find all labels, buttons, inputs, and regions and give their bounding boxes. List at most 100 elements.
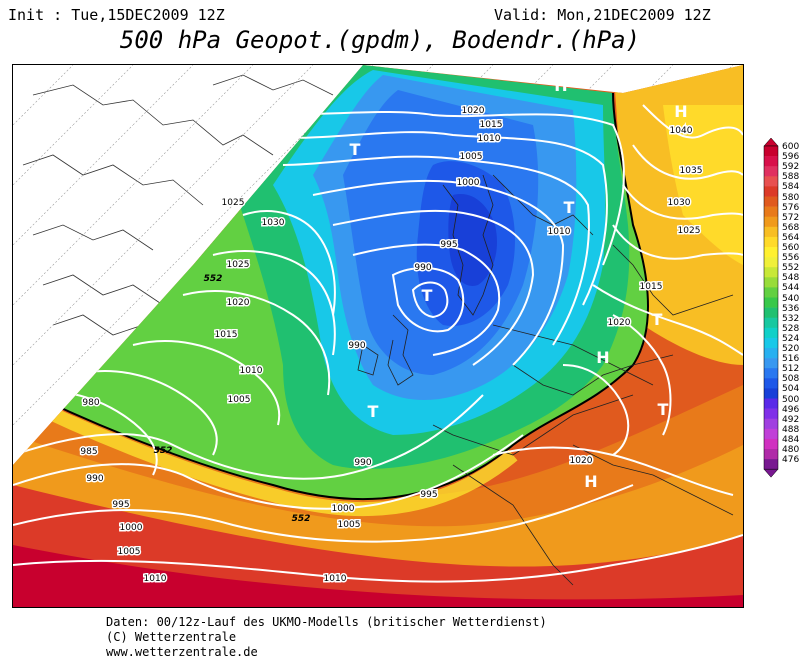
isobar-label: 1020 <box>227 298 250 308</box>
pressure-centers: H H T T T T H T T H <box>350 76 688 491</box>
isobar-label: 1005 <box>228 395 251 405</box>
legend-level-label: 476 <box>782 455 800 466</box>
isobar-label: 995 <box>112 500 129 510</box>
legend-level-label: 532 <box>782 313 800 324</box>
legend-swatch <box>764 236 778 248</box>
legend-swatch <box>764 368 778 379</box>
footer-data-source: Daten: 00/12z-Lauf des UKMO-Modells (bri… <box>106 615 547 629</box>
isobar-label: 1025 <box>678 226 701 236</box>
isobar-label: 1020 <box>570 456 593 466</box>
legend-level-label: 488 <box>782 424 800 435</box>
legend-colorbar <box>763 138 779 478</box>
legend-level-label: 496 <box>782 404 800 415</box>
legend-swatch <box>764 327 778 339</box>
isobar-label: 1025 <box>227 260 250 270</box>
isobar-label: 1000 <box>120 523 143 533</box>
isobar-label: 1010 <box>240 366 263 376</box>
legend-swatch <box>764 206 778 217</box>
legend-swatch <box>764 428 778 440</box>
footer-copyright: (C) Wetterzentrale <box>106 630 237 644</box>
isobar-label: 1010 <box>144 574 167 584</box>
legend-swatch <box>764 166 778 177</box>
isobar-label: 1015 <box>480 120 503 130</box>
legend-swatch <box>764 297 778 308</box>
legend-level-label: 580 <box>782 192 800 203</box>
high-pressure-center: H <box>674 102 687 121</box>
legend-swatch <box>764 247 778 258</box>
legend-swatch <box>764 337 778 349</box>
legend-swatch <box>764 287 778 298</box>
legend-swatch <box>764 408 778 419</box>
legend-level-label: 528 <box>782 323 800 334</box>
legend-swatch <box>764 146 778 157</box>
legend-level-label: 588 <box>782 172 800 183</box>
isobar-label: 1000 <box>457 178 480 188</box>
legend-level-label: 552 <box>782 263 800 274</box>
legend-swatch <box>764 459 778 470</box>
legend-level-label: 544 <box>782 283 800 294</box>
geopotential-label: 552 <box>204 274 223 284</box>
legend-swatch <box>764 267 778 278</box>
isobar-label: 995 <box>420 490 437 500</box>
isobar-label: 1015 <box>215 330 238 340</box>
legend-level-label: 504 <box>782 384 800 395</box>
legend-swatch <box>764 358 778 369</box>
weather-map: 1020 1015 1010 1005 1000 995 990 1025 1030 1020 10… <box>12 64 744 608</box>
isobar-label: 985 <box>80 447 97 457</box>
legend-level-label: 484 <box>782 434 800 445</box>
low-pressure-center: T <box>422 286 433 305</box>
legend-swatch <box>764 378 778 389</box>
legend-level-label: 568 <box>782 222 800 233</box>
legend-level-label: 564 <box>782 232 800 243</box>
legend-level-label: 556 <box>782 253 800 264</box>
isobar-labels: 1020 1015 1010 1005 1000 995 990 1025 1030 1020 10… <box>79 105 704 586</box>
legend-level-label: 584 <box>782 182 800 193</box>
isobar-label: 995 <box>440 240 457 250</box>
high-pressure-center: H <box>584 472 597 491</box>
legend-swatch <box>764 257 778 268</box>
legend-level-label: 576 <box>782 202 800 213</box>
legend-level-label: 492 <box>782 414 800 425</box>
legend-swatch <box>764 317 778 329</box>
legend-swatch <box>764 449 778 460</box>
legend-level-label: 548 <box>782 273 800 284</box>
geopotential-label: 552 <box>292 514 311 524</box>
legend-swatch <box>764 226 778 238</box>
legend-swatch <box>764 307 778 318</box>
isobar-label: 1025 <box>222 198 245 208</box>
low-pressure-center: T <box>652 310 663 329</box>
legend-level-label: 516 <box>782 354 800 365</box>
map-canvas: 1020 1015 1010 1005 1000 995 990 1025 1030 1020 10… <box>13 65 743 607</box>
legend-swatch <box>764 388 778 399</box>
isobar-label: 1015 <box>640 282 663 292</box>
isobar-label: 990 <box>86 474 103 484</box>
isobar-label: 1000 <box>332 504 355 514</box>
low-pressure-center: T <box>658 400 669 419</box>
high-pressure-center: H <box>596 348 609 367</box>
isobar-label: 1030 <box>668 198 691 208</box>
geopotential-labels: 552 552 552 <box>154 274 311 524</box>
isobar-label: 1040 <box>670 126 693 136</box>
legend-swatch <box>764 156 778 167</box>
coastlines <box>357 174 734 586</box>
legend-level-label: 596 <box>782 152 800 163</box>
isobar-label: 990 <box>354 458 371 468</box>
isobar-label: 1020 <box>608 318 631 328</box>
isobar-label: 1030 <box>262 218 285 228</box>
legend-swatch <box>764 277 778 288</box>
isobar-label: 1010 <box>548 227 571 237</box>
isobar-label: 990 <box>348 341 365 351</box>
isobar-label: 980 <box>82 398 99 408</box>
legend-cap-top <box>763 138 779 147</box>
legend-level-label: 524 <box>782 333 800 344</box>
low-pressure-center: T <box>368 402 379 421</box>
legend-level-label: 500 <box>782 394 800 405</box>
legend-cap-bottom <box>763 468 779 478</box>
legend-swatch <box>764 186 778 197</box>
low-pressure-center: T <box>350 140 361 159</box>
legend-level-label: 600 <box>782 142 800 152</box>
legend-level-label: 508 <box>782 374 800 385</box>
legend-swatch <box>764 216 778 228</box>
legend-swatch <box>764 176 778 187</box>
legend-level-label: 536 <box>782 303 800 314</box>
